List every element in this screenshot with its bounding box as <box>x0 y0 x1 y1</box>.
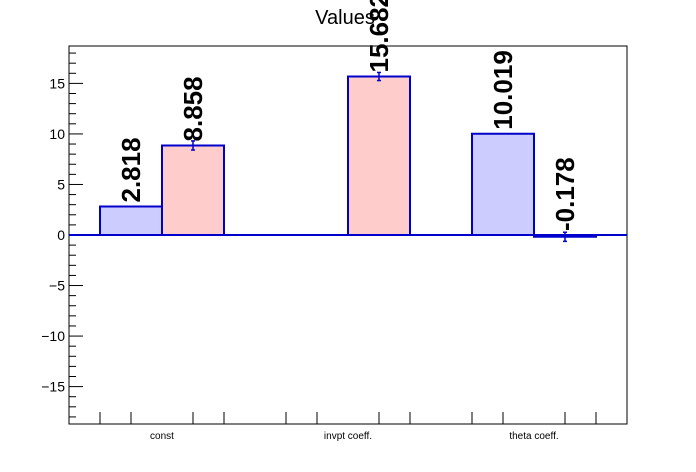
category-label: invpt coeff. <box>324 431 372 442</box>
data-label: -0.178 <box>550 157 580 231</box>
y-tick-label: 0 <box>57 227 65 243</box>
y-tick-label: −10 <box>41 328 65 344</box>
bar <box>472 133 534 235</box>
bar <box>100 206 162 235</box>
bars <box>69 71 627 243</box>
bar <box>348 76 410 235</box>
category-label: const <box>150 431 174 442</box>
y-tick-label: −5 <box>49 278 65 294</box>
category-label: theta coeff. <box>509 431 558 442</box>
chart-title: Values <box>315 7 375 29</box>
data-label: 8.858 <box>178 76 208 141</box>
y-tick-label: 15 <box>49 75 65 91</box>
data-label: 15.682 <box>364 0 394 73</box>
data-label: 2.818 <box>116 137 146 202</box>
data-label: 10.019 <box>488 50 518 130</box>
bar <box>162 145 224 235</box>
y-tick-label: 5 <box>57 176 65 192</box>
axes: −15 −10 −5 0 5 10 15 const invpt coeff. theta coe… <box>41 45 628 442</box>
y-tick-label: 10 <box>49 126 65 142</box>
data-labels: 2.818 10.019 8.858 15.682 -0.178 <box>116 0 580 231</box>
y-tick-label: −15 <box>41 379 65 395</box>
bar-outline <box>471 132 535 235</box>
